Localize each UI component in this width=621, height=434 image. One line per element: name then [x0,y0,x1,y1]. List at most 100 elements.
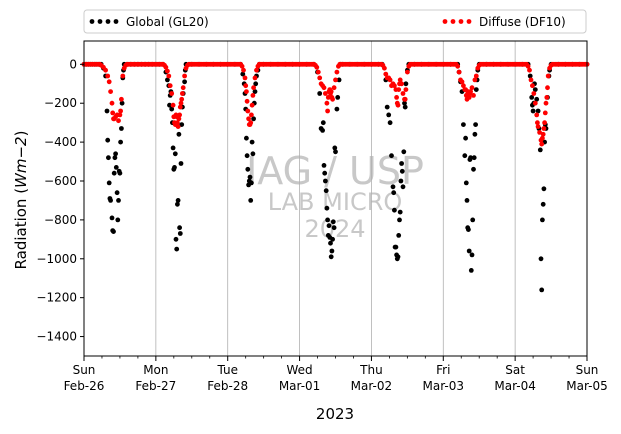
series-0-point-160 [399,168,405,174]
legend-marker-1-3 [466,19,472,24]
legend-box [83,9,587,34]
legend-marker-0-1 [97,19,103,24]
series-0-point-209 [530,108,536,114]
series-0-point-157 [397,209,403,215]
series-0-point-218 [539,287,545,293]
series-0-point-206 [527,73,533,79]
series-1-point-351 [542,110,548,116]
series-0-point-190 [470,217,476,223]
series-1-point-234 [392,83,397,89]
series-1-point-178 [317,75,323,81]
series-0-point-133 [336,77,342,83]
series-1-point-245 [402,96,408,102]
series-0-point-57 [172,151,178,157]
series-1-point-296 [469,85,475,91]
series-0-point-126 [330,236,335,242]
series-0-point-214 [535,108,541,114]
series-1-point-193 [333,77,338,83]
series-1-point-15 [105,73,111,79]
series-0-point-64 [177,231,183,236]
series-0-point-14 [106,180,112,186]
series-0-point-117 [323,188,329,194]
series-0-point-113 [320,120,326,126]
series-1-point-181 [321,85,327,91]
series-1-point-129 [249,112,254,118]
series-1-point-247 [405,69,410,75]
series-1-point-184 [325,108,330,114]
series-1-point-74 [178,100,184,106]
x-tick-label-date-3: Mar-01 [279,379,320,393]
series-1-point-69 [175,120,180,126]
series-0-point-159 [399,161,404,166]
series-0-point-92 [249,139,255,145]
series-1-point-25 [117,112,123,118]
series-0-point-97 [253,81,259,87]
series-1-point-297 [471,93,476,98]
series-0-point-65 [178,161,184,166]
series-0-point-216 [537,147,543,153]
series-0-point-116 [323,178,328,184]
x-tick-label-date-0: Feb-26 [64,379,105,393]
series-1-point-241 [397,77,403,83]
series-0-point-188 [468,268,474,273]
series-0-point-191 [471,166,476,172]
series-1-point-28 [120,73,126,79]
series-0-point-164 [402,104,408,110]
y-tick-label-3: −600 [44,174,77,188]
series-0-point-185 [466,248,472,254]
x-tick-label-date-4: Mar-02 [351,379,392,393]
series-0-point-17 [109,215,115,221]
series-0-point-23 [113,165,119,170]
series-1-point-125 [246,116,252,122]
series-0-point-148 [391,190,397,196]
x-tick-label-day-5: Fri [436,363,450,377]
series-0-point-130 [333,149,338,155]
series-0-point-13 [106,155,111,161]
series-0-point-115 [322,170,328,176]
series-1-point-340 [532,100,538,106]
series-1-point-231 [387,77,393,83]
series-1-point-285 [459,79,465,85]
series-1-point-353 [544,95,550,100]
series-1-point-344 [537,130,542,135]
series-1-point-236 [394,95,399,100]
series-0-point-131 [334,106,340,112]
series-0-point-145 [387,120,393,126]
series-0-point-49 [167,102,172,108]
x-tick-label-day-1: Mon [143,363,168,377]
series-0-point-162 [401,149,407,155]
series-1-point-121 [243,83,249,89]
series-1-point-17 [108,89,113,94]
series-1-point-246 [403,87,409,92]
series-0-point-84 [244,135,249,141]
series-0-point-180 [463,135,468,141]
series-0-point-121 [326,223,332,229]
x-tick-label-date-5: Mar-03 [423,379,464,393]
series-0-point-90 [248,198,254,203]
series-1-point-24 [116,118,121,124]
series-1-point-189 [328,89,334,94]
series-1-point-228 [383,71,389,77]
x-tick-label-day-7: Sun [576,363,599,377]
series-0-point-124 [328,254,334,260]
series-0-point-86 [245,166,251,172]
series-0-point-146 [389,153,394,159]
series-0-point-16 [108,198,113,203]
x-tick-label-date-7: Mar-05 [566,379,607,393]
series-1-point-336 [527,67,532,73]
series-0-point-60 [175,201,180,207]
series-1-point-18 [109,100,115,106]
series-0-point-178 [461,122,466,127]
series-0-point-11 [104,108,110,114]
series-0-point-181 [463,180,469,186]
series-1-point-298 [472,77,478,83]
series-1-point-183 [324,100,330,106]
series-1-point-194 [334,69,340,75]
legend-label-0: Global (GL20) [126,15,209,29]
series-1-point-131 [250,93,256,98]
series-1-point-354 [545,85,550,91]
series-0-point-219 [540,217,545,223]
series-1-point-337 [528,77,534,83]
series-0-point-217 [538,256,544,262]
series-1-point-335 [525,63,531,69]
